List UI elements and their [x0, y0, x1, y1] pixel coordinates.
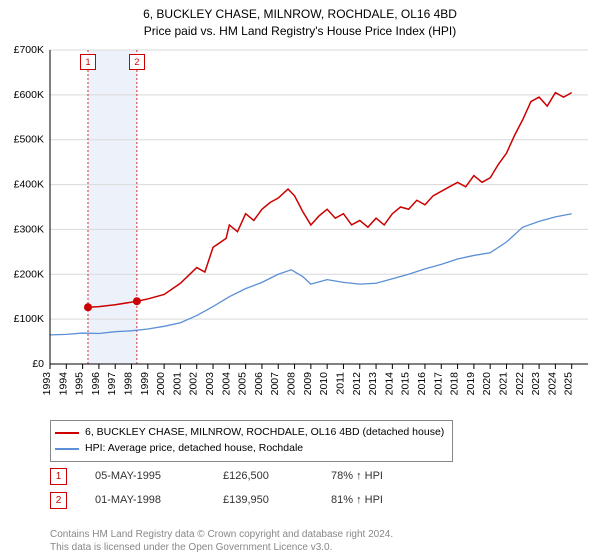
transaction-date: 01-MAY-1998	[95, 494, 195, 506]
transaction-badge: 2	[50, 492, 67, 509]
svg-text:2012: 2012	[351, 372, 363, 396]
transaction-price: £126,500	[223, 470, 303, 482]
svg-text:2025: 2025	[563, 372, 575, 396]
legend-label-2: HPI: Average price, detached house, Roch…	[85, 441, 303, 457]
svg-text:2000: 2000	[155, 372, 167, 396]
legend-swatch-2	[55, 448, 79, 450]
svg-text:2016: 2016	[416, 372, 428, 396]
svg-text:2007: 2007	[269, 372, 281, 396]
title-line-1: 6, BUCKLEY CHASE, MILNROW, ROCHDALE, OL1…	[0, 6, 600, 23]
svg-text:2004: 2004	[220, 372, 232, 396]
svg-text:£0: £0	[32, 358, 44, 370]
legend-box: 6, BUCKLEY CHASE, MILNROW, ROCHDALE, OL1…	[50, 420, 453, 462]
svg-text:2018: 2018	[449, 372, 461, 396]
transaction-badge: 1	[50, 468, 67, 485]
chart-area: £0 £100K £200K £300K £400K £500K £600K £700K 199…	[0, 44, 600, 414]
svg-text:2008: 2008	[286, 372, 298, 396]
legend-label-1: 6, BUCKLEY CHASE, MILNROW, ROCHDALE, OL1…	[85, 425, 444, 441]
svg-text:£100K: £100K	[14, 313, 44, 325]
svg-text:1994: 1994	[57, 372, 69, 396]
svg-text:£600K: £600K	[14, 89, 44, 101]
footer-line-1: Contains HM Land Registry data © Crown c…	[50, 528, 393, 541]
svg-text:2005: 2005	[237, 372, 249, 396]
svg-text:1996: 1996	[90, 372, 102, 396]
transaction-hpi: 78% ↑ HPI	[331, 470, 421, 482]
svg-text:2015: 2015	[400, 372, 412, 396]
svg-text:2002: 2002	[188, 372, 200, 396]
svg-text:£400K: £400K	[14, 179, 44, 191]
transaction-table: 1 05-MAY-1995 £126,500 78% ↑ HPI 2 01-MA…	[50, 464, 421, 512]
svg-text:£300K: £300K	[14, 223, 44, 235]
line-chart-svg: £0 £100K £200K £300K £400K £500K £600K £700K 199…	[0, 44, 600, 414]
svg-text:2023: 2023	[530, 372, 542, 396]
svg-text:1995: 1995	[74, 372, 86, 396]
transaction-row: 1 05-MAY-1995 £126,500 78% ↑ HPI	[50, 464, 421, 488]
svg-text:£200K: £200K	[14, 268, 44, 280]
svg-text:2019: 2019	[465, 372, 477, 396]
chart-marker-badge: 1	[80, 54, 96, 70]
chart-title-block: 6, BUCKLEY CHASE, MILNROW, ROCHDALE, OL1…	[0, 0, 600, 40]
svg-text:2001: 2001	[171, 372, 183, 396]
transaction-hpi: 81% ↑ HPI	[331, 494, 421, 506]
legend-item-hpi: HPI: Average price, detached house, Roch…	[55, 441, 444, 457]
footer-line-2: This data is licensed under the Open Gov…	[50, 541, 393, 554]
chart-marker-badge: 2	[129, 54, 145, 70]
transaction-row: 2 01-MAY-1998 £139,950 81% ↑ HPI	[50, 488, 421, 512]
svg-text:2013: 2013	[367, 372, 379, 396]
svg-text:2010: 2010	[318, 372, 330, 396]
svg-text:2024: 2024	[546, 372, 558, 396]
svg-text:£500K: £500K	[14, 134, 44, 146]
svg-text:2009: 2009	[302, 372, 314, 396]
svg-text:2006: 2006	[253, 372, 265, 396]
svg-text:2020: 2020	[481, 372, 493, 396]
transaction-date: 05-MAY-1995	[95, 470, 195, 482]
svg-text:1998: 1998	[123, 372, 135, 396]
svg-text:2014: 2014	[383, 372, 395, 396]
svg-text:2022: 2022	[514, 372, 526, 396]
svg-text:2021: 2021	[497, 372, 509, 396]
svg-text:1999: 1999	[139, 372, 151, 396]
footer-attribution: Contains HM Land Registry data © Crown c…	[50, 528, 393, 554]
svg-text:1993: 1993	[41, 372, 53, 396]
svg-text:2011: 2011	[334, 372, 346, 395]
page-container: 6, BUCKLEY CHASE, MILNROW, ROCHDALE, OL1…	[0, 0, 600, 560]
svg-text:2017: 2017	[432, 372, 444, 396]
title-line-2: Price paid vs. HM Land Registry's House …	[0, 23, 600, 40]
legend-swatch-1	[55, 432, 79, 434]
legend-item-price-paid: 6, BUCKLEY CHASE, MILNROW, ROCHDALE, OL1…	[55, 425, 444, 441]
transaction-price: £139,950	[223, 494, 303, 506]
svg-text:2003: 2003	[204, 372, 216, 396]
svg-text:1997: 1997	[106, 372, 118, 396]
svg-text:£700K: £700K	[14, 44, 44, 56]
